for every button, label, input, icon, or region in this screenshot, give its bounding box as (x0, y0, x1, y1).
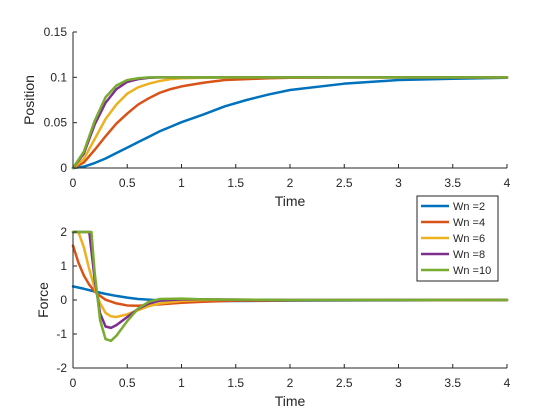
position-x-tick-label: 0 (70, 176, 77, 190)
legend: Wn =2 Wn =4 Wn =6 Wn =8 Wn =10 (416, 195, 499, 282)
position-y-tick-label: 0.05 (44, 116, 68, 130)
legend-label-5: Wn =10 (453, 265, 491, 277)
position-x-tick-label: 2 (287, 176, 294, 190)
position-y-tick-label: 0.15 (44, 25, 68, 39)
force-y-axis-label: Force (35, 282, 51, 318)
position-x-tick-label: 0.5 (119, 176, 136, 190)
force-series-lines (71, 230, 509, 343)
position-x-tick-label: 4 (504, 176, 511, 190)
force-y-tick-label: -1 (56, 327, 67, 341)
position-y-tick-label: 0.1 (50, 70, 67, 84)
force-x-tick-label: 2.5 (336, 376, 353, 390)
force-y-tick-label: 0 (60, 293, 67, 307)
force-series-line-5 (71, 230, 509, 343)
position-x-tick-label: 3 (395, 176, 402, 190)
position-x-tick-label: 1.5 (227, 176, 244, 190)
legend-label-4: Wn =8 (453, 249, 485, 261)
force-y-tick-label: 2 (60, 225, 67, 239)
position-series-lines (71, 76, 509, 170)
force-x-axis-label: Time (275, 393, 306, 409)
force-x-tick-label: 3 (395, 376, 402, 390)
force-x-tick-label: 4 (504, 376, 511, 390)
legend-label-2: Wn =4 (453, 217, 485, 229)
position-x-axis-label: Time (275, 193, 306, 209)
force-y-tick-label: -2 (56, 361, 67, 375)
force-ticks: 0 0.5 1 1.5 2 2.5 3 3.5 4 -2 -1 0 1 2 (56, 225, 510, 390)
force-x-tick-label: 2 (287, 376, 294, 390)
position-series-line-1 (71, 76, 509, 170)
force-x-tick-label: 0 (70, 376, 77, 390)
force-x-tick-label: 1 (178, 376, 185, 390)
legend-label-1: Wn =2 (453, 201, 485, 213)
position-plot-area (73, 32, 507, 168)
position-y-axis-label: Position (21, 75, 37, 125)
force-axes: 0 0.5 1 1.5 2 2.5 3 3.5 4 -2 -1 0 1 2 Time Force (35, 225, 511, 409)
position-series-line-5 (71, 76, 509, 170)
position-x-tick-label: 2.5 (336, 176, 353, 190)
position-axes: 0 0.5 1 1.5 2 2.5 3 3.5 4 0 0.05 0.1 0.15 Time Posit… (21, 25, 511, 209)
force-y-tick-label: 1 (60, 259, 67, 273)
force-x-tick-label: 3.5 (444, 376, 461, 390)
force-x-tick-label: 0.5 (119, 376, 136, 390)
force-x-tick-label: 1.5 (227, 376, 244, 390)
position-y-tick-label: 0 (60, 161, 67, 175)
position-x-tick-label: 1 (178, 176, 185, 190)
position-x-tick-label: 3.5 (444, 176, 461, 190)
legend-entries: Wn =2 Wn =4 Wn =6 Wn =8 Wn =10 (421, 201, 491, 277)
legend-label-3: Wn =6 (453, 233, 485, 245)
